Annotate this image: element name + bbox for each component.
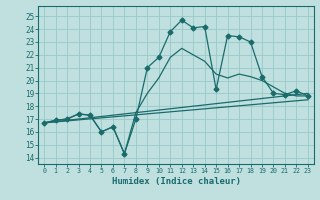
X-axis label: Humidex (Indice chaleur): Humidex (Indice chaleur) — [111, 177, 241, 186]
